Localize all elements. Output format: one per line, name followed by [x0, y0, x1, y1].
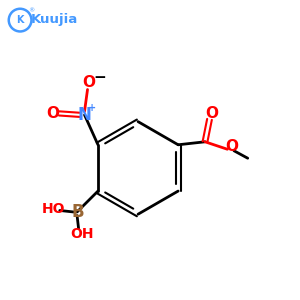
- Text: Kuujia: Kuujia: [31, 13, 78, 26]
- Text: +: +: [88, 103, 96, 113]
- Text: B: B: [72, 203, 84, 221]
- Text: O: O: [46, 106, 59, 121]
- Text: N: N: [78, 106, 92, 124]
- Text: K: K: [16, 15, 24, 25]
- Text: O: O: [206, 106, 218, 121]
- Text: O: O: [225, 140, 239, 154]
- Text: OH: OH: [70, 227, 93, 242]
- Text: −: −: [93, 70, 106, 85]
- Text: O: O: [82, 76, 95, 91]
- Text: ®: ®: [28, 8, 34, 13]
- Text: HO: HO: [41, 202, 65, 216]
